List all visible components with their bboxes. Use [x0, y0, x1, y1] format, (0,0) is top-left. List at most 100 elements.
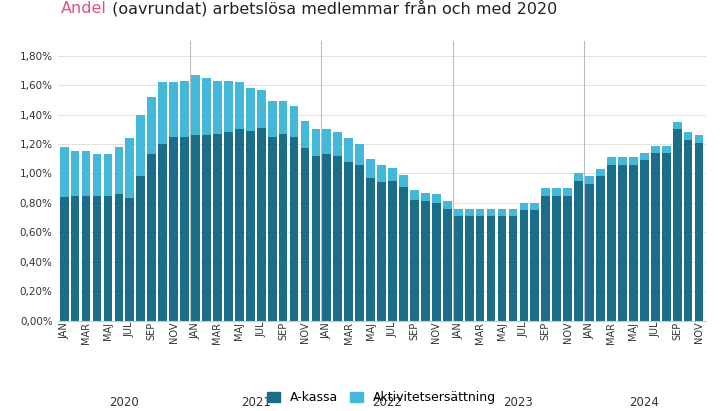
Bar — [585, 184, 594, 321]
Text: 2021: 2021 — [240, 396, 271, 409]
Bar — [366, 159, 375, 178]
Bar — [672, 122, 682, 129]
Bar — [454, 216, 462, 321]
Bar — [596, 169, 605, 176]
Bar — [333, 156, 342, 321]
Legend: A-kassa, Aktivitetsersättning: A-kassa, Aktivitetsersättning — [262, 386, 501, 409]
Bar — [695, 143, 703, 321]
Bar — [202, 78, 211, 135]
Bar — [662, 153, 670, 321]
Bar — [224, 81, 233, 132]
Bar — [114, 194, 123, 321]
Bar — [563, 196, 572, 321]
Bar — [60, 147, 68, 197]
Bar — [169, 137, 178, 321]
Bar — [531, 203, 539, 210]
Bar — [575, 173, 583, 181]
Bar — [618, 157, 627, 165]
Bar — [356, 144, 364, 165]
Bar — [476, 216, 485, 321]
Bar — [651, 145, 660, 153]
Bar — [421, 201, 430, 321]
Bar — [81, 196, 91, 321]
Bar — [246, 131, 255, 321]
Bar — [432, 203, 441, 321]
Bar — [498, 209, 506, 216]
Bar — [552, 196, 561, 321]
Bar — [191, 75, 200, 135]
Bar — [301, 148, 310, 321]
Bar — [333, 132, 342, 156]
Bar — [563, 188, 572, 196]
Bar — [268, 102, 276, 137]
Bar — [366, 178, 375, 321]
Text: 2023: 2023 — [503, 396, 534, 409]
Bar — [114, 147, 123, 194]
Bar — [508, 216, 518, 321]
Bar — [377, 165, 386, 182]
Bar — [388, 181, 397, 321]
Bar — [235, 82, 243, 129]
Bar — [104, 155, 112, 196]
Bar — [169, 82, 178, 137]
Bar — [662, 145, 670, 153]
Bar — [356, 165, 364, 321]
Bar — [191, 135, 200, 321]
Bar — [213, 134, 222, 321]
Bar — [71, 151, 79, 196]
Bar — [388, 168, 397, 181]
Bar — [607, 157, 616, 165]
Bar — [443, 201, 451, 209]
Bar — [640, 160, 649, 321]
Bar — [268, 137, 276, 321]
Bar — [235, 129, 243, 321]
Bar — [552, 188, 561, 196]
Bar — [410, 189, 419, 200]
Bar — [125, 138, 134, 199]
Bar — [695, 135, 703, 143]
Bar — [93, 196, 102, 321]
Bar — [410, 200, 419, 321]
Bar — [498, 216, 506, 321]
Bar — [202, 135, 211, 321]
Bar — [531, 210, 539, 321]
Bar — [104, 196, 112, 321]
Bar — [180, 81, 189, 137]
Bar — [257, 90, 266, 128]
Bar — [520, 203, 528, 210]
Bar — [148, 97, 156, 155]
Text: 2020: 2020 — [109, 396, 139, 409]
Bar — [213, 81, 222, 134]
Bar — [312, 129, 320, 156]
Bar — [289, 137, 298, 321]
Bar — [136, 176, 145, 321]
Bar — [618, 165, 627, 321]
Bar — [432, 194, 441, 203]
Bar — [323, 155, 331, 321]
Bar — [257, 128, 266, 321]
Bar — [125, 199, 134, 321]
Bar — [508, 209, 518, 216]
Bar — [377, 182, 386, 321]
Bar — [575, 181, 583, 321]
Bar — [301, 120, 310, 148]
Bar — [454, 209, 462, 216]
Bar — [246, 88, 255, 131]
Bar — [399, 175, 408, 187]
Bar — [81, 151, 91, 196]
Bar — [629, 165, 638, 321]
Bar — [158, 82, 167, 144]
Bar — [279, 102, 287, 134]
Bar — [93, 155, 102, 196]
Bar — [476, 209, 485, 216]
Bar — [640, 153, 649, 160]
Bar — [158, 144, 167, 321]
Text: (oavrundat) arbetslösa medlemmar från och med 2020: (oavrundat) arbetslösa medlemmar från oc… — [107, 0, 557, 16]
Bar — [629, 157, 638, 165]
Text: Andel: Andel — [61, 2, 107, 16]
Bar — [136, 115, 145, 176]
Bar — [279, 134, 287, 321]
Bar — [607, 165, 616, 321]
Bar — [487, 209, 495, 216]
Bar — [520, 210, 528, 321]
